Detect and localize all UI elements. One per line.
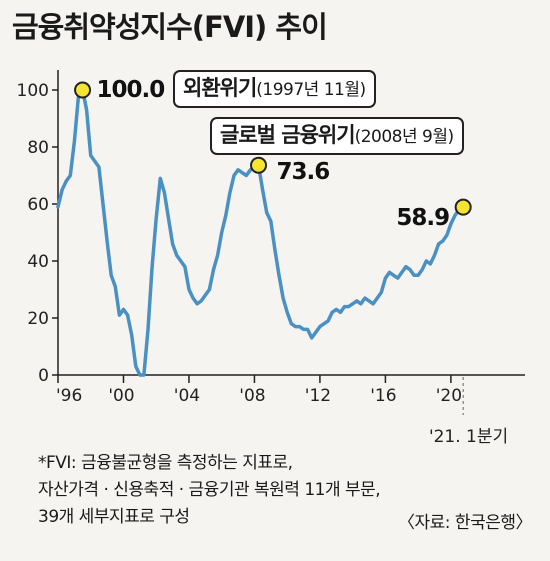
- y-axis: 0 20 40 60 80 100: [17, 70, 59, 386]
- highlight-value-label: 100.0: [97, 77, 165, 103]
- y-tick-label: 100: [17, 81, 49, 101]
- x-tick-label: '16: [370, 386, 396, 406]
- y-tick-label: 40: [27, 252, 49, 272]
- fvi-series-line: [56, 88, 465, 377]
- annotation-sub: (2008년 9월): [354, 127, 455, 147]
- x-tick-label: '04: [174, 386, 200, 406]
- footnote: *FVI: 금융불균형을 측정하는 지표로, 자산가격 · 신용축적 · 금융기…: [38, 450, 381, 531]
- y-tick-label: 0: [38, 366, 49, 386]
- footnote-line: 39개 세부지표로 구성: [38, 507, 190, 527]
- annotation-sub: (1997년 11월): [256, 80, 366, 100]
- y-tick-label: 60: [27, 195, 49, 215]
- y-tick-label: 20: [27, 309, 49, 329]
- footnote-line: 자산가격 · 신용축적 · 금융기관 복원력 11개 부문,: [38, 480, 381, 500]
- highlight-marker: [74, 81, 92, 99]
- chart-title: 금융취약성지수(FVI) 추이: [12, 10, 328, 44]
- x-tick-label: '00: [108, 386, 134, 406]
- highlight-marker: [454, 198, 472, 216]
- x-tick-label: '12: [305, 386, 331, 406]
- plot-area: 100.0 73.6 58.9: [56, 77, 472, 377]
- highlight-value-label: 58.9: [396, 205, 449, 231]
- x-axis: '96 '00 '04 '08 '12 '16 '20 '21. 1분기: [56, 374, 525, 447]
- source-note: 〈자료: 한국은행〉: [398, 513, 532, 533]
- footnote-line: *FVI: 금융불균형을 측정하는 지표로,: [38, 453, 293, 473]
- x-tick-label: '20: [436, 386, 462, 406]
- x-tick-label: '96: [56, 386, 82, 406]
- end-period-label: '21. 1분기: [429, 427, 508, 447]
- y-tick-label: 80: [27, 138, 49, 158]
- highlight-value-label: 73.6: [277, 159, 330, 185]
- x-tick-label: '08: [239, 386, 265, 406]
- annotation-global-financial-crisis: 글로벌 금융위기(2008년 9월): [210, 117, 464, 155]
- annotation-currency-crisis: 외환위기(1997년 11월): [173, 70, 376, 108]
- annotation-main: 외환위기: [183, 76, 257, 100]
- annotation-main: 글로벌 금융위기: [220, 123, 356, 147]
- highlight-marker: [250, 156, 268, 174]
